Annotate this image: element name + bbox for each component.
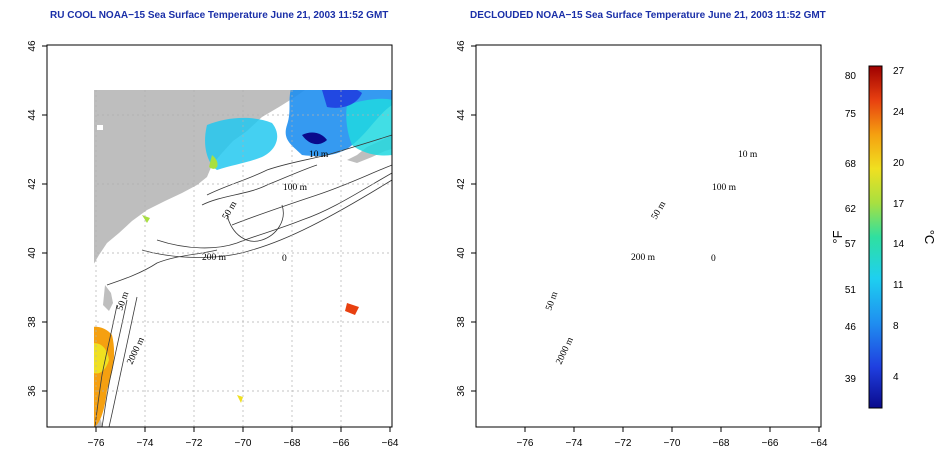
panel-title-ru-cool: RU COOL NOAA−15 Sea Surface Temperature … — [50, 10, 389, 21]
x-tick-label: −72 — [615, 438, 632, 449]
fahrenheit-tick-label: 57 — [845, 239, 857, 250]
contour-label: 100 m — [283, 183, 308, 193]
fahrenheit-tick-label: 68 — [845, 159, 857, 170]
x-tick-label: −66 — [762, 438, 779, 449]
fahrenheit-tick-label: 39 — [845, 374, 857, 385]
celsius-tick-label: 8 — [893, 321, 899, 332]
x-tick-label: −76 — [517, 438, 534, 449]
x-tick-label: −68 — [284, 438, 301, 449]
contour-labels: 10 m 100 m 50 m 200 m 0 50 m 2000 m — [544, 150, 757, 366]
x-tick-labels-panel-declouded: −76 −74 −72 −70 −68 −66 −64 — [517, 438, 828, 449]
contour-label: 200 m — [202, 253, 227, 263]
map-frame — [475, 44, 822, 428]
fahrenheit-tick-label: 62 — [845, 204, 857, 215]
y-tick-label: 36 — [456, 385, 467, 397]
y-tick-label: 44 — [456, 109, 467, 121]
contour-label: 50 m — [544, 290, 560, 312]
y-tick-label: 46 — [456, 40, 467, 52]
celsius-tick-label: 4 — [893, 372, 899, 383]
fahrenheit-tick-label: 80 — [845, 71, 857, 82]
colorbar-gradient — [868, 65, 883, 409]
celsius-tick-label: 20 — [893, 158, 905, 169]
contour-label: 10 m — [738, 150, 758, 160]
x-tick-label: −64 — [811, 438, 828, 449]
celsius-tick-label: 17 — [893, 199, 905, 210]
fahrenheit-tick-label: 51 — [845, 285, 857, 296]
y-tick-label: 44 — [27, 109, 38, 121]
contour-label: 10 m — [309, 150, 329, 160]
celsius-unit-label: °C — [922, 230, 937, 245]
x-tick-label: −66 — [333, 438, 350, 449]
y-tick-labels-panel-declouded: 36 38 40 42 44 46 — [456, 40, 467, 397]
fahrenheit-tick-label: 75 — [845, 109, 857, 120]
colorbar: °F °C 80 75 68 62 57 51 46 39 27 24 20 1… — [830, 65, 937, 409]
celsius-ticks: 27 24 20 17 14 11 8 4 — [893, 66, 905, 383]
y-tick-label: 38 — [27, 316, 38, 328]
x-tick-labels-panel-full: −76 −74 −72 −70 −68 −66 −64 — [88, 438, 399, 449]
x-tick-label: −76 — [88, 438, 105, 449]
fahrenheit-ticks: 80 75 68 62 57 51 46 39 — [845, 71, 857, 385]
celsius-tick-label: 24 — [893, 107, 905, 118]
y-tick-label: 40 — [27, 247, 38, 259]
contour-label: 0 — [282, 254, 287, 264]
x-tick-label: −74 — [566, 438, 583, 449]
celsius-tick-label: 27 — [893, 66, 905, 77]
y-tick-label: 42 — [456, 178, 467, 190]
y-tick-label: 36 — [27, 385, 38, 397]
axes-panel-declouded — [471, 45, 820, 432]
y-tick-label: 38 — [456, 316, 467, 328]
y-tick-label: 42 — [27, 178, 38, 190]
axes-panel-full — [42, 45, 391, 432]
celsius-tick-label: 14 — [893, 239, 905, 250]
map-panel-full: 10 m 100 m 50 m 200 m 0 50 m 2000 m — [46, 44, 393, 428]
fahrenheit-unit-label: °F — [830, 230, 845, 243]
contour-label: 50 m — [650, 199, 669, 221]
map-panel-declouded: 10 m 100 m 50 m 200 m 0 50 m 2000 m — [475, 44, 822, 428]
y-tick-labels-panel-full: 36 38 40 42 44 46 — [27, 40, 38, 397]
contour-label: 2000 m — [555, 335, 576, 366]
y-tick-label: 40 — [456, 247, 467, 259]
x-tick-label: −68 — [713, 438, 730, 449]
panel-title-declouded: DECLOUDED NOAA−15 Sea Surface Temperatur… — [470, 10, 826, 21]
x-tick-label: −64 — [382, 438, 399, 449]
contour-label: 200 m — [631, 253, 656, 263]
x-tick-label: −72 — [186, 438, 203, 449]
x-tick-label: −74 — [137, 438, 154, 449]
y-tick-label: 46 — [27, 40, 38, 52]
celsius-tick-label: 11 — [893, 280, 904, 291]
contour-label: 100 m — [712, 183, 737, 193]
x-tick-label: −70 — [664, 438, 681, 449]
contour-label: 0 — [711, 254, 716, 264]
fahrenheit-tick-label: 46 — [845, 322, 857, 333]
map-frame — [46, 44, 393, 428]
x-tick-label: −70 — [235, 438, 252, 449]
